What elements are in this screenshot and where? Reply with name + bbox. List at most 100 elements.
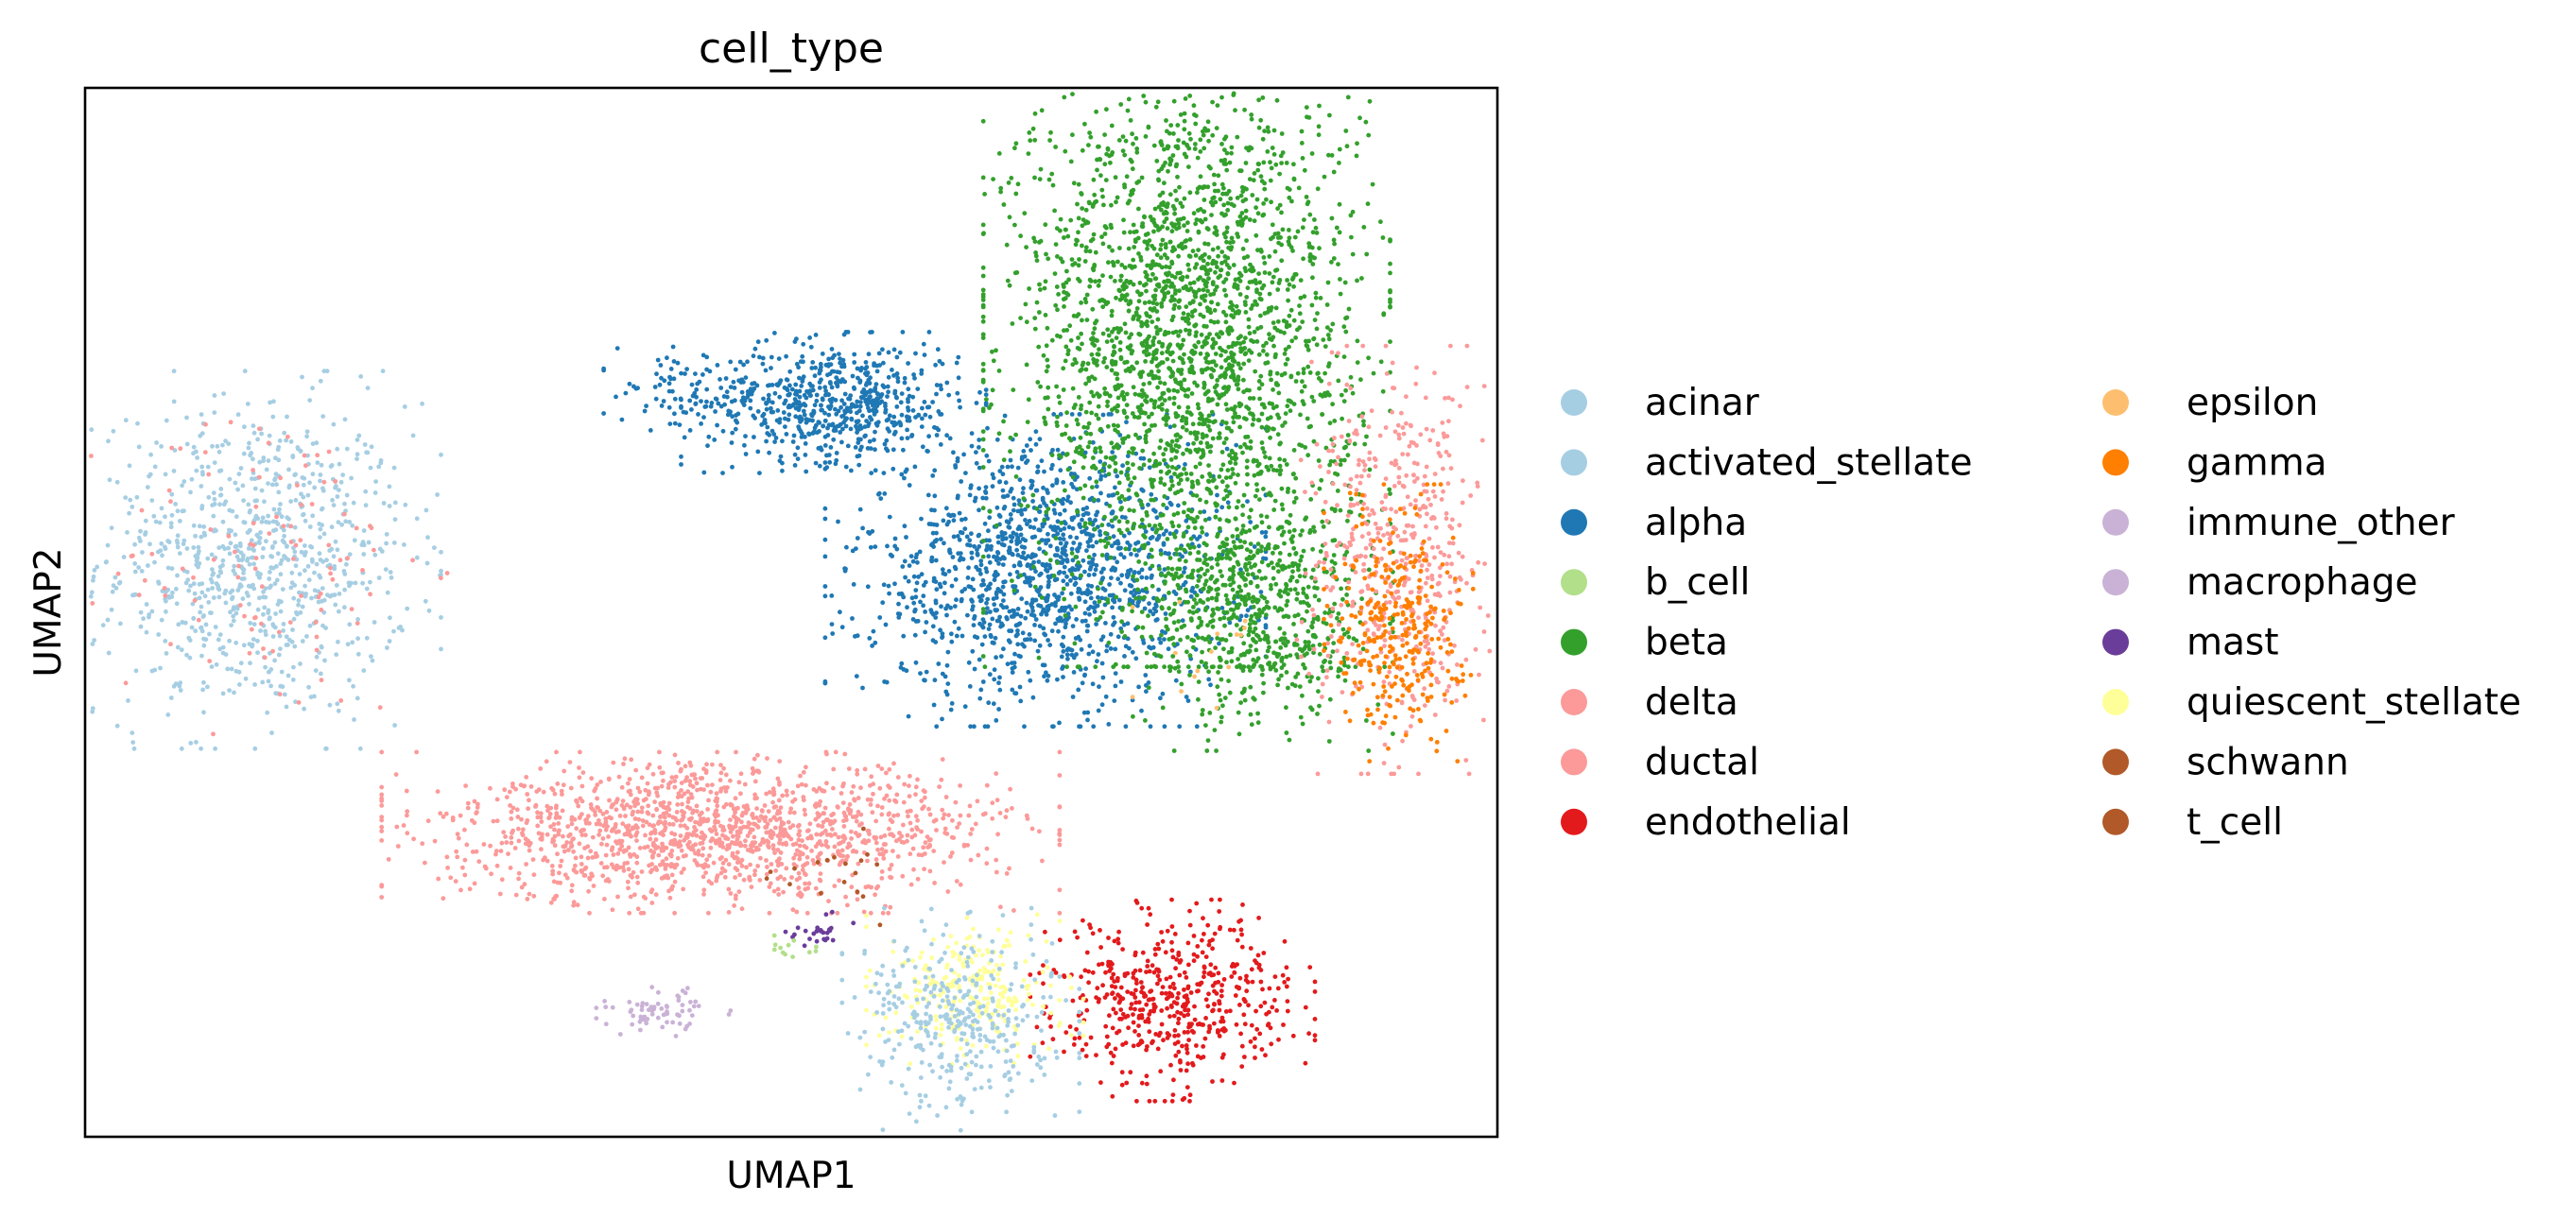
point-beta xyxy=(1250,193,1255,197)
point-beta xyxy=(1150,423,1154,428)
point-beta xyxy=(1237,279,1243,283)
point-beta xyxy=(1144,288,1149,294)
point-acinar xyxy=(300,604,305,610)
point-alpha xyxy=(799,435,804,439)
point-alpha xyxy=(1050,483,1055,489)
point-beta xyxy=(1182,127,1187,132)
point-beta xyxy=(1330,321,1336,327)
point-alpha xyxy=(919,424,925,429)
point-beta xyxy=(1211,420,1216,425)
point-beta xyxy=(1215,301,1220,307)
point-alpha xyxy=(799,418,804,422)
point-alpha xyxy=(894,546,900,552)
point-alpha xyxy=(1060,501,1065,506)
point-ductal xyxy=(326,449,332,455)
point-beta xyxy=(1048,129,1053,135)
point-beta xyxy=(1061,586,1066,592)
point-acinar xyxy=(241,451,247,456)
point-acinar xyxy=(373,479,378,484)
point-alpha xyxy=(1001,598,1006,603)
point-alpha xyxy=(994,655,998,661)
point-acinar xyxy=(203,622,209,627)
point-acinar xyxy=(209,552,215,558)
point-alpha xyxy=(716,401,721,406)
point-acinar xyxy=(274,482,279,488)
point-acinar xyxy=(344,561,349,567)
point-acinar xyxy=(184,441,190,447)
point-beta xyxy=(1098,614,1103,620)
point-acinar xyxy=(228,610,233,615)
point-alpha xyxy=(876,491,881,497)
point-alpha xyxy=(865,401,871,406)
point-alpha xyxy=(934,523,940,527)
point-alpha xyxy=(857,447,863,453)
point-beta xyxy=(1199,525,1204,530)
point-alpha xyxy=(1085,583,1091,588)
point-beta xyxy=(1350,390,1356,396)
point-alpha xyxy=(1119,573,1125,578)
point-alpha xyxy=(990,472,995,477)
point-alpha xyxy=(1016,562,1022,567)
point-acinar xyxy=(284,704,289,710)
point-beta xyxy=(1261,349,1266,353)
point-acinar xyxy=(205,684,210,690)
point-acinar xyxy=(257,595,262,601)
point-acinar xyxy=(199,534,204,540)
point-alpha xyxy=(983,495,989,501)
point-alpha xyxy=(923,629,927,635)
point-beta xyxy=(1275,432,1281,438)
point-beta xyxy=(1200,421,1205,427)
point-beta xyxy=(1053,145,1058,149)
point-alpha xyxy=(875,391,881,397)
point-beta xyxy=(1363,119,1369,125)
point-acinar xyxy=(261,589,266,594)
point-alpha xyxy=(1092,609,1098,614)
point-beta xyxy=(1132,522,1137,526)
point-acinar xyxy=(165,587,171,592)
point-beta xyxy=(1264,352,1270,357)
point-beta xyxy=(1063,613,1068,618)
point-acinar xyxy=(247,601,251,607)
point-alpha xyxy=(1002,413,1008,419)
point-beta xyxy=(1191,103,1197,109)
point-beta xyxy=(1118,356,1124,362)
point-alpha xyxy=(1080,517,1084,523)
point-acinar xyxy=(321,531,327,537)
point-beta xyxy=(1109,313,1115,318)
point-alpha xyxy=(802,392,807,398)
point-beta xyxy=(1299,388,1305,394)
point-acinar xyxy=(189,476,195,482)
point-acinar xyxy=(241,498,246,504)
point-alpha xyxy=(990,640,995,645)
point-beta xyxy=(1018,316,1023,320)
point-acinar xyxy=(391,628,396,634)
point-beta xyxy=(1066,436,1072,441)
point-acinar xyxy=(130,505,135,509)
point-beta xyxy=(1094,479,1099,485)
point-beta xyxy=(1149,497,1154,503)
point-beta xyxy=(1311,336,1316,342)
point-beta xyxy=(1224,230,1230,234)
point-alpha xyxy=(817,463,822,469)
point-acinar xyxy=(106,438,111,444)
point-beta xyxy=(1231,91,1236,96)
point-beta xyxy=(1034,258,1040,264)
point-alpha xyxy=(1043,632,1048,638)
point-ductal xyxy=(293,542,299,548)
point-beta xyxy=(1223,358,1228,363)
point-alpha xyxy=(836,519,840,524)
point-beta xyxy=(996,431,1002,437)
point-beta xyxy=(1142,300,1148,305)
point-alpha xyxy=(740,395,746,401)
point-acinar xyxy=(405,606,410,611)
point-acinar xyxy=(337,488,341,492)
point-acinar xyxy=(288,585,294,591)
point-acinar xyxy=(231,618,236,624)
point-beta xyxy=(1260,446,1266,451)
point-beta xyxy=(1257,497,1262,502)
point-acinar xyxy=(210,567,215,572)
point-beta xyxy=(1055,254,1060,259)
point-alpha xyxy=(1046,574,1051,579)
point-alpha xyxy=(1010,608,1015,613)
